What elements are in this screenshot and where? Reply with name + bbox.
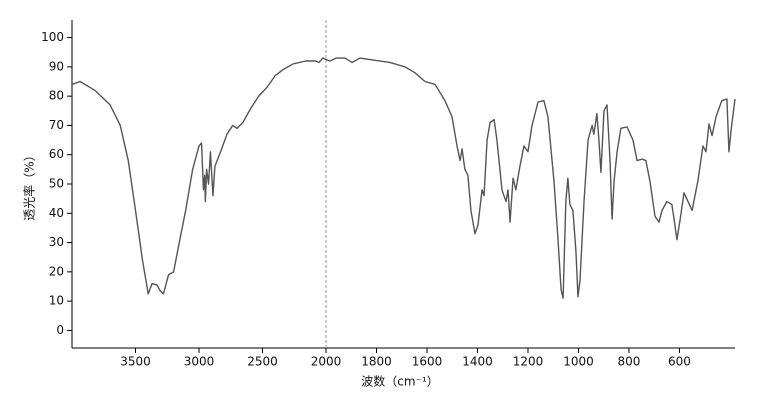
x-tick-label: 1200	[513, 355, 544, 369]
y-tick-label: 30	[49, 235, 64, 249]
x-tick-label: 800	[618, 355, 641, 369]
y-tick-label: 100	[41, 30, 64, 44]
x-tick-label: 600	[668, 355, 691, 369]
x-tick-label: 1400	[462, 355, 493, 369]
x-tick-label: 2000	[311, 355, 342, 369]
x-tick-label: 1600	[412, 355, 443, 369]
x-tick-label: 1000	[563, 355, 594, 369]
spectrum-line	[71, 57, 736, 299]
y-axis-label: 透光率（%）	[22, 149, 37, 220]
y-tick-label: 80	[49, 89, 64, 103]
y-tick-label: 20	[49, 264, 64, 278]
y-tick-label: 90	[49, 59, 64, 73]
x-tick-label: 2500	[247, 355, 278, 369]
y-tick-label: 0	[56, 323, 64, 337]
y-tick-label: 40	[49, 206, 64, 220]
y-tick-label: 60	[49, 147, 64, 161]
x-tick-label: 1800	[361, 355, 392, 369]
x-tick-label: 3500	[120, 355, 151, 369]
y-tick-label: 10	[49, 294, 64, 308]
x-axis-label: 波数（cm⁻¹）	[361, 374, 438, 389]
y-tick-label: 50	[49, 177, 64, 191]
x-tick-label: 3000	[184, 355, 215, 369]
y-tick-label: 70	[49, 118, 64, 132]
